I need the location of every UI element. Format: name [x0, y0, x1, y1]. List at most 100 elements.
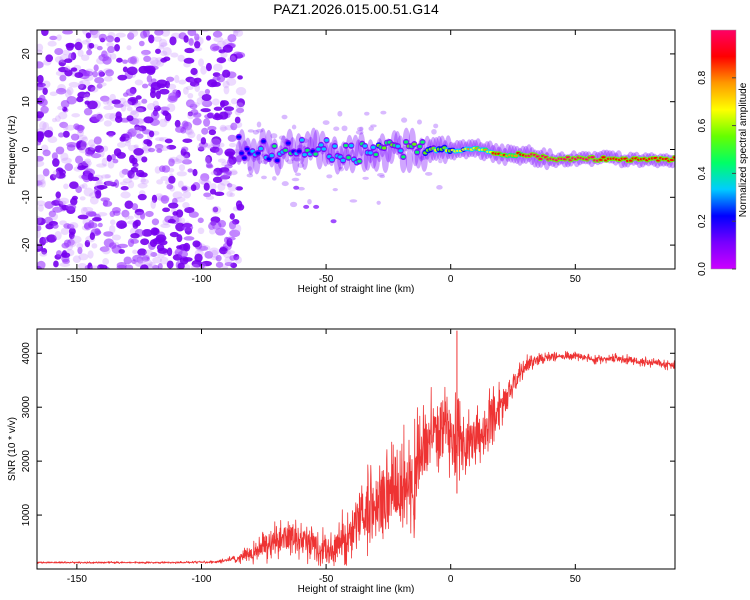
noise-blob: [96, 45, 103, 51]
noise-blob: [82, 70, 94, 77]
noise-blob: [137, 193, 147, 201]
noise-blob: [151, 218, 160, 226]
noise-blob: [54, 48, 64, 56]
noise-blob: [103, 105, 114, 111]
signal-core: [420, 140, 425, 144]
signal-core: [349, 144, 354, 148]
signal-core: [370, 145, 376, 149]
noise-blob: [109, 224, 116, 234]
signal-core: [565, 156, 571, 159]
signal-spur: [330, 219, 337, 224]
noise-blob: [228, 142, 237, 148]
noise-blob: [66, 86, 74, 96]
noise-blob: [64, 89, 72, 99]
signal-core: [346, 155, 351, 160]
noise-blob: [234, 116, 241, 124]
noise-blob: [62, 106, 68, 112]
noise-blob: [132, 126, 143, 133]
signal-core: [373, 152, 379, 157]
noise-blob: [83, 187, 94, 197]
noise-blob: [191, 263, 200, 269]
noise-blob: [97, 212, 108, 217]
noise-blob: [78, 253, 89, 261]
noise-blob: [359, 126, 364, 132]
noise-blob: [96, 184, 108, 190]
noise-blob: [89, 192, 97, 199]
noise-blob: [37, 134, 44, 143]
signal-core: [239, 151, 244, 155]
noise-blob: [229, 53, 238, 63]
noise-blob: [270, 133, 278, 139]
noise-blob: [201, 99, 213, 108]
noise-blob: [126, 115, 134, 122]
noise-blob: [183, 154, 190, 163]
noise-blob: [37, 74, 44, 84]
noise-blob: [150, 227, 160, 236]
noise-blob: [184, 128, 194, 135]
colorbar-frame: [710, 29, 737, 270]
noise-blob: [160, 50, 168, 57]
noise-blob: [159, 88, 170, 95]
noise-blob: [37, 160, 45, 168]
noise-blob: [85, 32, 92, 39]
noise-blob: [37, 204, 44, 212]
noise-blob: [247, 129, 255, 133]
noise-blob: [148, 261, 156, 268]
noise-blob: [224, 262, 234, 267]
noise-blob: [134, 79, 144, 86]
noise-blob: [53, 260, 59, 268]
signal-core: [261, 139, 266, 143]
noise-blob: [90, 86, 99, 93]
noise-blob: [234, 256, 242, 264]
noise-blob: [39, 252, 48, 257]
noise-blob: [167, 167, 175, 173]
noise-blob: [216, 57, 227, 64]
noise-blob: [94, 77, 105, 84]
noise-blob: [137, 254, 147, 264]
noise-blob: [37, 200, 46, 207]
noise-blob: [196, 143, 207, 151]
noise-blob: [207, 112, 215, 118]
noise-blob: [338, 166, 344, 172]
noise-blob: [77, 262, 87, 269]
noise-blob: [184, 47, 195, 54]
signal-core: [401, 155, 406, 159]
noise-blob: [60, 252, 71, 258]
noise-blob: [201, 94, 212, 102]
noise-blob: [70, 67, 78, 72]
noise-blob: [121, 168, 130, 175]
spectrogram-x-tick-label: -150: [67, 274, 87, 285]
noise-blob: [222, 44, 233, 53]
noise-blob: [42, 121, 50, 131]
noise-blob: [37, 49, 44, 55]
noise-blob: [99, 246, 110, 252]
signal-halo: [310, 127, 318, 152]
snr-marks: [37, 330, 675, 567]
noise-blob: [108, 132, 114, 138]
noise-blob: [74, 72, 84, 78]
noise-blob: [64, 65, 71, 71]
noise-blob: [419, 155, 427, 160]
noise-blob: [174, 74, 180, 84]
noise-blob: [129, 154, 136, 164]
noise-blob: [106, 154, 112, 162]
noise-blob: [54, 56, 63, 63]
noise-blob: [75, 140, 87, 150]
noise-blob: [133, 118, 145, 125]
noise-blob: [160, 223, 171, 229]
colorbar-tick-label: 0.4: [697, 166, 708, 180]
signal-core: [362, 144, 368, 148]
noise-blob: [134, 118, 145, 126]
noise-blob: [98, 70, 104, 78]
spectrogram-y-tick-label: 20: [21, 48, 32, 60]
noise-blob: [187, 131, 196, 139]
noise-blob: [156, 179, 164, 185]
colorbar-tick-label: 0.0: [697, 262, 708, 276]
noise-blob: [158, 38, 168, 48]
noise-blob: [333, 126, 340, 131]
noise-blob: [42, 80, 51, 88]
noise-blob: [223, 106, 235, 112]
noise-blob: [110, 154, 116, 161]
noise-blob: [217, 158, 226, 163]
noise-blob: [211, 98, 220, 106]
